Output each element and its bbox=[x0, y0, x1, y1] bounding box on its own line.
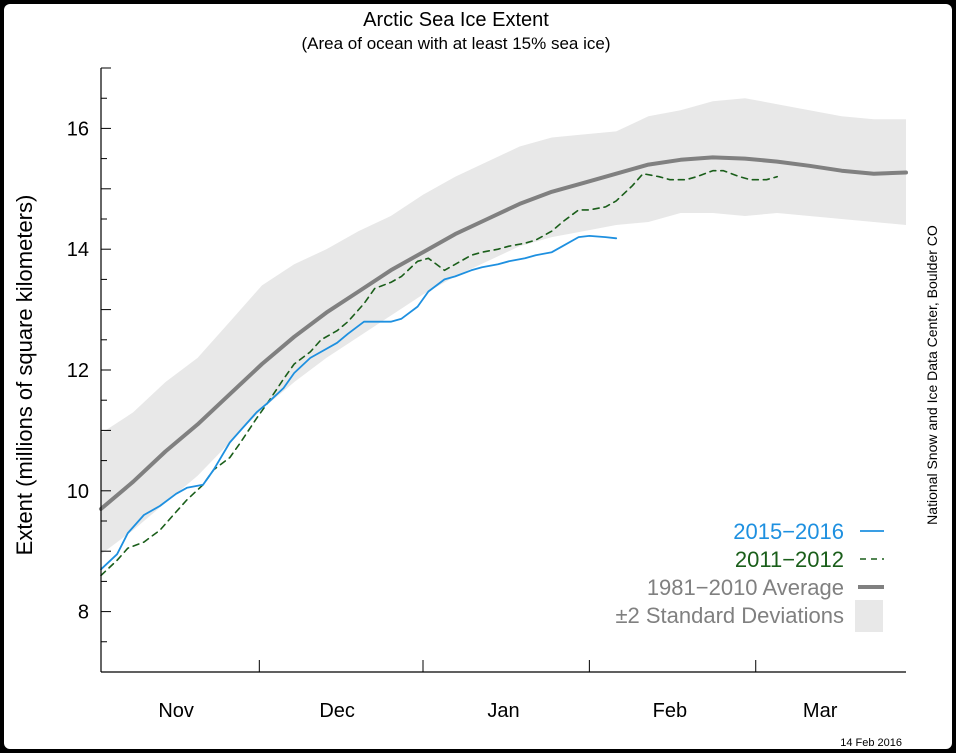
chart-subtitle: (Area of ocean with at least 15% sea ice… bbox=[302, 34, 611, 53]
legend-2015-2016-label: 2015−2016 bbox=[733, 519, 844, 544]
x-tick-label: Nov bbox=[158, 700, 194, 722]
series-layer bbox=[99, 155, 908, 577]
legend-2011-2012-label: 2011−2012 bbox=[735, 547, 844, 572]
std-dev-band bbox=[101, 98, 906, 555]
legend-std-dev-swatch bbox=[855, 600, 883, 632]
series-2015-2016-line bbox=[100, 234, 618, 571]
x-tick-label: Dec bbox=[319, 700, 355, 722]
y-tick-label: 16 bbox=[67, 118, 89, 140]
series-2011-2012-line bbox=[100, 169, 779, 577]
chart-title: Arctic Sea Ice Extent bbox=[363, 9, 549, 31]
series-average-line bbox=[99, 155, 908, 511]
chart-frame: Arctic Sea Ice Extent (Area of ocean wit… bbox=[4, 4, 952, 749]
y-tick-label: 12 bbox=[67, 360, 89, 382]
x-tick-label: Mar bbox=[803, 700, 838, 722]
std-dev-band-layer bbox=[101, 98, 906, 555]
y-tick-label: 8 bbox=[78, 602, 89, 624]
y-tick-label: 14 bbox=[67, 239, 89, 261]
legend: 2015−2016 2011−2012 1981−2010 Average ±2 St… bbox=[615, 519, 884, 632]
y-tick-label: 10 bbox=[67, 481, 89, 503]
x-tick-label: Feb bbox=[653, 700, 687, 722]
x-tick-label: Jan bbox=[487, 700, 519, 722]
y-axis-label: Extent (millions of square kilometers) bbox=[12, 195, 37, 556]
date-stamp: 14 Feb 2016 bbox=[840, 737, 902, 749]
credit-text: National Snow and Ice Data Center, Bould… bbox=[924, 225, 940, 525]
axis-layer: 8 10 12 14 16 Nov Dec Jan Feb Mar bbox=[67, 67, 906, 722]
legend-std-dev-label: ±2 Standard Deviations bbox=[615, 603, 844, 628]
legend-average-label: 1981−2010 Average bbox=[647, 575, 844, 600]
sea-ice-chart: Arctic Sea Ice Extent (Area of ocean wit… bbox=[12, 9, 940, 749]
